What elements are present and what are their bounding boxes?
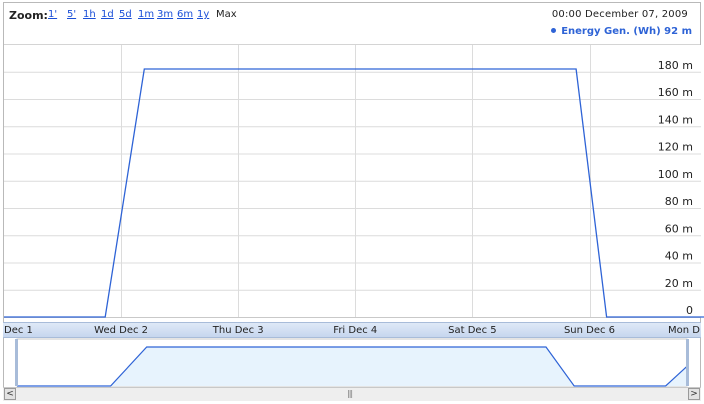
y-tick-label: 160 m (658, 86, 693, 99)
y-tick-label: 120 m (658, 141, 693, 154)
timeline-label: Fri Dec 4 (333, 325, 378, 336)
zoom-5-minute-link[interactable]: 5' (67, 9, 77, 20)
zoom-1-hour-link[interactable]: 1h (83, 9, 96, 20)
zoom-1-minute-link[interactable]: 1' (48, 9, 58, 20)
cursor-timestamp: 00:00 December 07, 2009 (551, 9, 688, 20)
zoom-1-day-link[interactable]: 1d (101, 9, 114, 20)
scroll-left-arrow-icon[interactable]: < (4, 388, 16, 400)
timeline-label: Sun Dec 6 (563, 325, 616, 336)
zoom-5-day-link[interactable]: 5d (119, 9, 132, 20)
y-tick-label: 60 m (665, 222, 693, 235)
y-tick-label: 100 m (658, 168, 693, 181)
y-tick-label: 140 m (658, 113, 693, 126)
y-tick-label: 20 m (665, 277, 693, 290)
timeline-bar[interactable] (3, 322, 701, 338)
timeline-label: Sat Dec 5 (448, 325, 497, 336)
zoom-3-month-link[interactable]: 3m (157, 9, 174, 20)
zoom-1-year-link[interactable]: 1y (197, 9, 210, 20)
y-tick-label: 80 m (665, 195, 693, 208)
y-tick-label: 40 m (665, 250, 693, 263)
range-scrollbar[interactable] (3, 387, 701, 401)
y-tick-label: 180 m (658, 59, 693, 72)
timeline-label: Mon D (668, 325, 700, 336)
header-divider (4, 44, 700, 45)
legend-dot-icon (551, 28, 557, 33)
chart-header: Zoom: 1' 5' 1h 1d 5d 1m 3m 6m 1y Max 00:… (0, 0, 704, 44)
legend-entry: Energy Gen. (Wh) 92 m (551, 26, 692, 37)
zoom-label: Zoom: (9, 9, 48, 22)
series-line-energy (4, 68, 704, 318)
scroll-right-arrow-icon[interactable]: > (688, 388, 700, 400)
scroll-grip-icon[interactable]: ||| (347, 389, 353, 398)
timeline-label: Wed Dec 2 (94, 325, 149, 336)
timeline-label: Dec 1 (4, 325, 33, 336)
main-chart[interactable]: 0 20 m 40 m 60 m 80 m 100 m 120 m 140 m 160 m 180… (0, 0, 704, 322)
legend-label: Energy Gen. (Wh) 92 m (561, 26, 692, 37)
zoom-1-month-link[interactable]: 1m (138, 9, 155, 20)
zoom-max-current: Max (216, 9, 237, 20)
zoom-6-month-link[interactable]: 6m (177, 9, 194, 20)
y-tick-label: 0 (686, 304, 693, 317)
timeline-label: Thu Dec 3 (212, 325, 264, 336)
